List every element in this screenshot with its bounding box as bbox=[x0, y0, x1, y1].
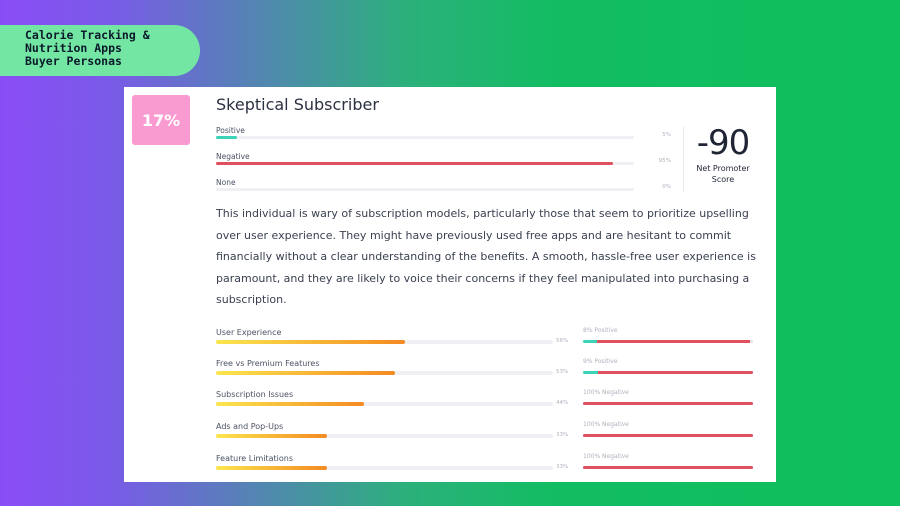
attribute-sentiment-text: 9% Positive bbox=[583, 358, 618, 365]
attribute-fill bbox=[216, 466, 328, 470]
attribute-label: Free vs Premium Features bbox=[216, 359, 320, 368]
attribute-sentiment-bar bbox=[583, 371, 753, 374]
deck-title-line: Calorie Tracking & bbox=[25, 28, 150, 42]
sentiment-label: Positive bbox=[216, 126, 245, 135]
attribute-row: Ads and Pop-Ups 33% 100% Negative bbox=[216, 421, 754, 452]
attribute-sentiment-bar bbox=[583, 402, 753, 405]
sentiment-row-none: None 0% bbox=[216, 178, 671, 198]
attribute-value: 53% bbox=[556, 369, 569, 375]
attribute-sentiment-bar bbox=[583, 434, 753, 437]
sentiment-track bbox=[216, 162, 634, 165]
sentiment-row-positive: Positive 5% bbox=[216, 126, 671, 146]
nps-label: Net Promoter bbox=[696, 164, 750, 173]
negative-segment bbox=[583, 402, 753, 405]
attribute-track bbox=[216, 371, 553, 375]
attribute-track bbox=[216, 466, 553, 470]
attribute-sentiment-text: 100% Negative bbox=[583, 421, 629, 428]
sentiment-value: 5% bbox=[662, 132, 671, 138]
persona-title: Skeptical Subscriber bbox=[216, 95, 379, 114]
attribute-fill bbox=[216, 434, 328, 438]
sentiment-label: None bbox=[216, 178, 236, 187]
attribute-track bbox=[216, 434, 553, 438]
attribute-sentiment-text: 100% Negative bbox=[583, 389, 629, 396]
sentiment-track bbox=[216, 188, 634, 191]
positive-segment bbox=[583, 371, 599, 374]
deck-title-line: Nutrition Apps bbox=[25, 41, 122, 55]
sentiment-row-negative: Negative 95% bbox=[216, 152, 671, 172]
sentiment-track bbox=[216, 136, 634, 139]
persona-description: This individual is wary of subscription … bbox=[216, 207, 756, 306]
attribute-row: Feature Limitations 33% 100% Negative bbox=[216, 453, 754, 484]
attribute-sentiment-bar bbox=[583, 466, 753, 469]
attribute-row: User Experience 56% 8% Positive bbox=[216, 327, 754, 358]
attribute-fill bbox=[216, 402, 365, 406]
negative-segment bbox=[596, 340, 750, 343]
negative-segment bbox=[583, 434, 753, 437]
attribute-value: 56% bbox=[556, 338, 569, 344]
nps-value: -90 bbox=[696, 123, 751, 163]
attribute-label: User Experience bbox=[216, 328, 282, 337]
sentiment-fill bbox=[216, 136, 237, 139]
negative-segment bbox=[583, 466, 753, 469]
attribute-row: Free vs Premium Features 53% 9% Positive bbox=[216, 358, 754, 389]
attribute-sentiment-text: 100% Negative bbox=[583, 453, 629, 460]
persona-share-badge: 17% bbox=[132, 95, 190, 145]
sentiment-fill bbox=[216, 162, 614, 165]
negative-segment bbox=[598, 371, 753, 374]
positive-segment bbox=[583, 340, 597, 343]
attribute-track bbox=[216, 340, 553, 344]
deck-title-line: Buyer Personas bbox=[25, 54, 122, 68]
attribute-sentiment-text: 8% Positive bbox=[583, 327, 618, 334]
attribute-label: Ads and Pop-Ups bbox=[216, 422, 284, 431]
nps-block: -90 Net Promoter Score bbox=[689, 123, 757, 185]
persona-card: 17% Skeptical Subscriber Positive 5% Neg… bbox=[124, 87, 776, 482]
attribute-label: Subscription Issues bbox=[216, 390, 294, 399]
sentiment-label: Negative bbox=[216, 152, 250, 161]
attribute-fill bbox=[216, 340, 405, 344]
sentiment-value: 0% bbox=[662, 184, 671, 190]
attribute-label: Feature Limitations bbox=[216, 454, 293, 463]
attribute-track bbox=[216, 402, 553, 406]
sentiment-value: 95% bbox=[658, 158, 671, 164]
attribute-sentiment-bar bbox=[583, 340, 753, 343]
attribute-fill bbox=[216, 371, 395, 375]
deck-title-tag: Calorie Tracking & Nutrition Apps Buyer … bbox=[0, 25, 200, 76]
nps-label: Score bbox=[711, 175, 735, 184]
attribute-row: Subscription Issues 44% 100% Negative bbox=[216, 389, 754, 420]
attribute-value: 33% bbox=[556, 432, 569, 438]
attribute-value: 33% bbox=[556, 464, 569, 470]
attribute-value: 44% bbox=[556, 400, 569, 406]
nps-divider bbox=[683, 127, 684, 192]
